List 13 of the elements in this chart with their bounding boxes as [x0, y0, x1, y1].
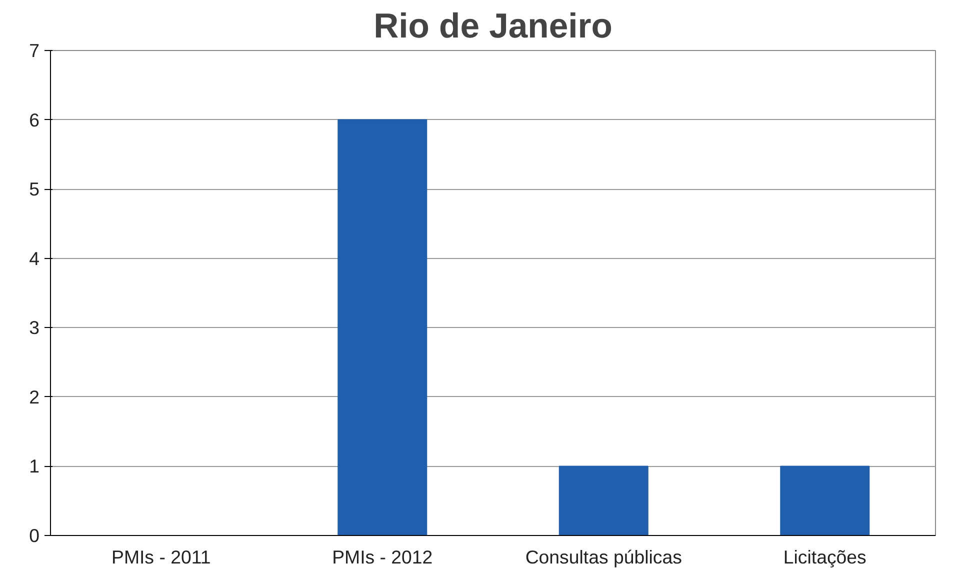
x-tick-label: PMIs - 2011	[112, 546, 211, 568]
x-tick-label: Consultas públicas	[525, 546, 682, 568]
y-tick-label: 6	[29, 109, 40, 130]
y-tick-label: 5	[29, 178, 40, 200]
y-tick-label: 4	[29, 248, 40, 269]
y-tick-label: 7	[29, 40, 40, 61]
x-tick-label: PMIs - 2012	[332, 546, 433, 568]
y-tick-label: 3	[29, 317, 40, 338]
y-tick-label: 1	[29, 456, 40, 477]
y-tick-label: 0	[29, 525, 40, 546]
x-tick-label: Licitações	[783, 546, 866, 568]
chart-title: Rio de Janeiro	[374, 8, 612, 46]
y-tick-label: 2	[29, 386, 40, 408]
